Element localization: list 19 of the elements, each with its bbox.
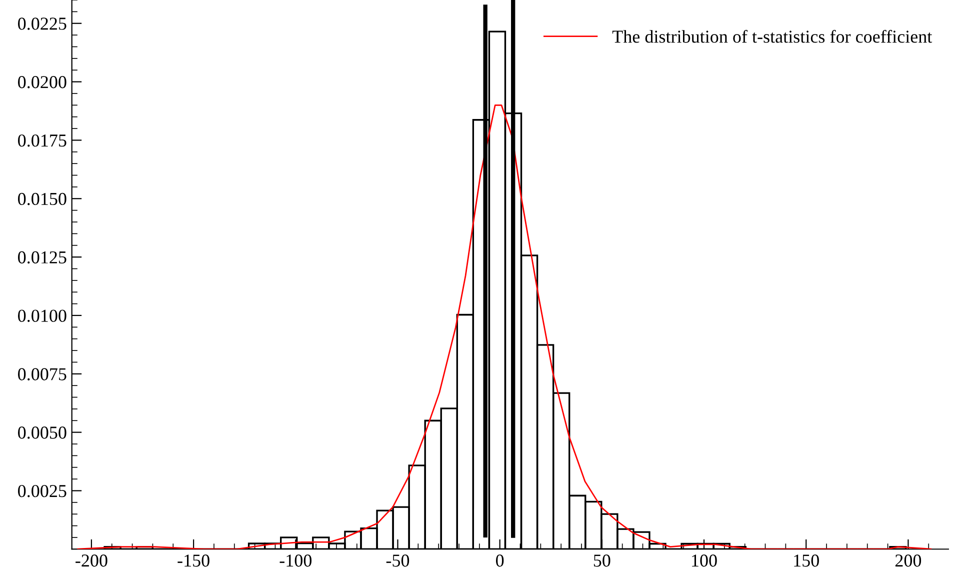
legend-label: The distribution of t-statistics for coefficient	[612, 30, 932, 43]
x-tick-label: 100	[692, 554, 717, 567]
x-tick-label: -200	[76, 554, 108, 567]
x-tick-label: -100	[280, 554, 312, 567]
y-tick-label: 0.0225	[18, 18, 66, 30]
y-tick-label: 0.0200	[18, 76, 66, 88]
x-tick-label: 0	[496, 554, 504, 567]
y-tick-label: 0.0100	[18, 310, 66, 322]
y-tick-label: 0.0025	[18, 484, 66, 498]
y-tick-label: 0.0050	[18, 426, 66, 439]
x-tick-label: 150	[794, 554, 819, 567]
y-tick-label: 0.0125	[18, 251, 66, 264]
x-tick-label: -50	[386, 554, 410, 567]
y-tick-label: 0.0075	[18, 368, 66, 380]
x-tick-label: -150	[178, 554, 210, 567]
x-tick-label: 50	[594, 554, 610, 567]
y-tick-label: 0.0150	[18, 192, 66, 206]
y-tick-label: 0.0175	[18, 134, 66, 147]
x-tick-label: 200	[895, 554, 922, 567]
